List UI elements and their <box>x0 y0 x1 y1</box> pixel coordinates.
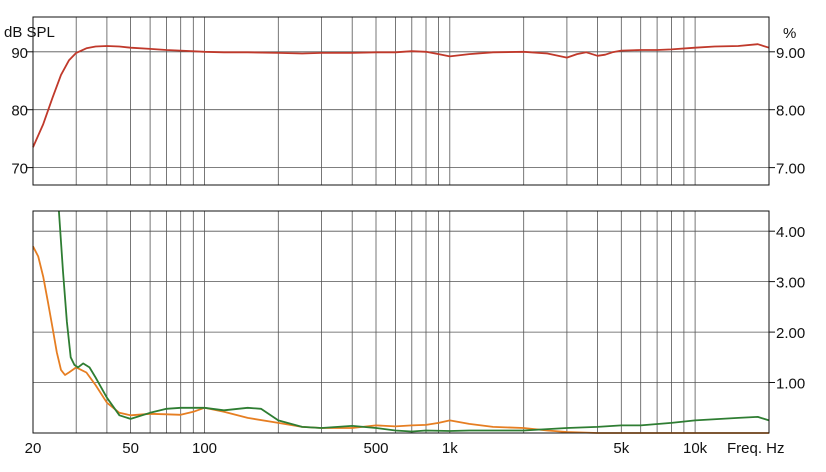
y-right-tick-label: 3.00 <box>776 275 805 292</box>
x-tick-label: 1k <box>442 440 458 457</box>
bottom-panel-grid <box>33 211 769 433</box>
bottom-panel-frame <box>32 210 770 434</box>
top-panel-series <box>32 43 770 148</box>
x-tick-label: 50 <box>122 440 139 457</box>
y-left-axis-label: dB SPL <box>4 24 55 41</box>
y-right-tick-label: 4.00 <box>776 224 805 241</box>
y-right-tick-label: 2.00 <box>776 325 805 342</box>
y-right-axis-label: % <box>783 25 796 42</box>
x-tick-label: 100 <box>192 440 217 457</box>
x-tick-label: 500 <box>363 440 388 457</box>
bottom-series-2-line <box>58 210 770 433</box>
y-left-tick-label: 70 <box>11 161 28 178</box>
top-panel-grid <box>33 17 769 185</box>
y-right-tick-label: 8.00 <box>776 103 805 120</box>
x-tick-label: 10k <box>683 440 708 457</box>
y-right-tick-label: 9.00 <box>776 45 805 62</box>
x-tick-label: 5k <box>613 440 629 457</box>
y-left-tick-label: 90 <box>11 45 28 62</box>
top-series-1-line <box>32 43 770 148</box>
y-right-tick-label: 7.00 <box>776 161 805 178</box>
top-panel-frame <box>32 16 770 186</box>
x-axis-label: Freq. Hz <box>727 440 785 457</box>
axis-tick-labels: 70 80 90 7.00 8.00 9.00 1.00 2.00 3.00 4.00 20 50 10… <box>11 45 805 457</box>
y-right-tick-label: 1.00 <box>776 376 805 393</box>
x-tick-label: 20 <box>25 440 42 457</box>
bottom-series-1-line <box>32 245 769 434</box>
axis-ticks <box>27 51 775 383</box>
bottom-panel-series <box>32 210 770 434</box>
y-left-tick-label: 80 <box>11 103 28 120</box>
